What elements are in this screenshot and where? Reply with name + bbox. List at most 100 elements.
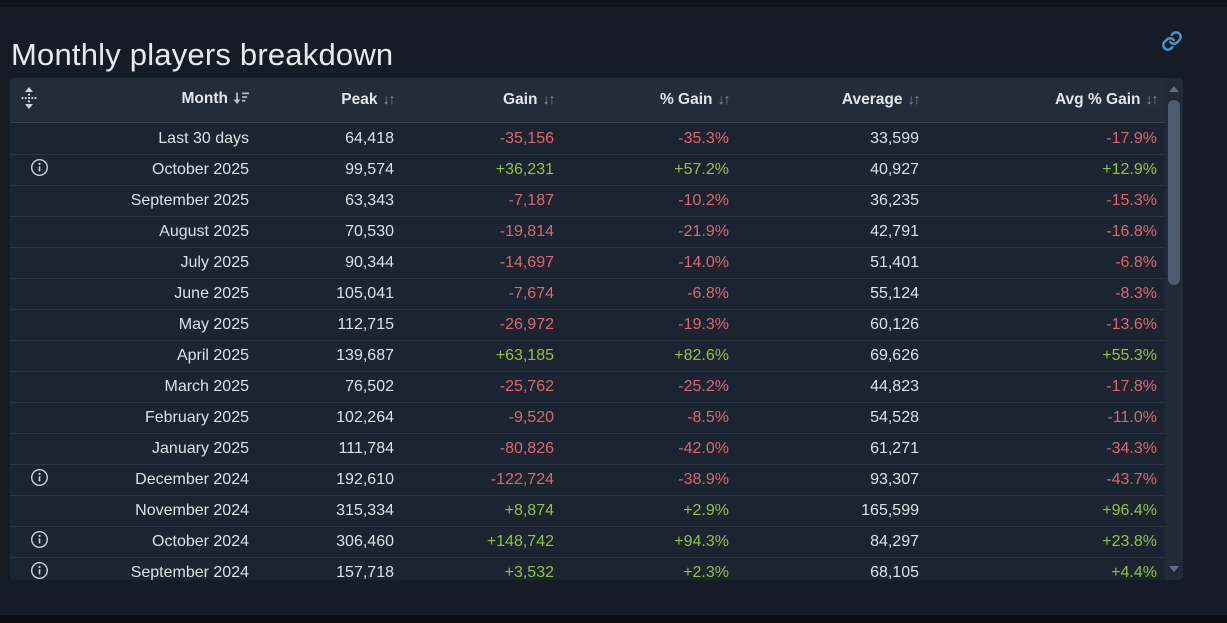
column-header-peak-label: Peak — [341, 91, 378, 108]
peak-cell: 111,784 — [338, 440, 394, 457]
month-cell: October 2025 — [152, 161, 249, 178]
avg-pct-gain-cell: -17.8% — [1106, 378, 1157, 395]
row-info-cell — [10, 127, 55, 151]
table-row: September 2025 63,343 -7,187 -10.2% 36,2… — [10, 185, 1183, 216]
table-row: February 2025 102,264 -9,520 -8.5% 54,52… — [10, 402, 1183, 433]
gain-cell: -7,674 — [508, 285, 554, 302]
scrollbar-up-button[interactable] — [1165, 80, 1183, 98]
table-scrollbar[interactable] — [1165, 78, 1183, 580]
gain-cell: -14,697 — [499, 254, 554, 271]
column-header-pct-gain[interactable]: % Gain ↓↑ — [560, 91, 735, 109]
gain-cell: -7,187 — [508, 192, 554, 209]
month-cell: July 2025 — [180, 254, 250, 271]
month-cell: January 2025 — [152, 440, 249, 457]
pct-gain-cell: -19.3% — [678, 316, 729, 333]
peak-cell: 76,502 — [345, 378, 394, 395]
row-info-cell — [10, 406, 55, 430]
column-header-month[interactable]: Month — [55, 90, 255, 110]
table-header-row: Month Peak ↓↑ Gain ↓↑ % Gain ↓↑ Average ↓↑ A… — [10, 78, 1183, 123]
row-info-cell — [10, 437, 55, 461]
pct-gain-cell: +2.3% — [683, 564, 729, 580]
column-header-gain[interactable]: Gain ↓↑ — [400, 91, 560, 109]
peak-cell: 63,343 — [345, 192, 394, 209]
info-icon[interactable] — [30, 530, 49, 549]
pct-gain-cell: -42.0% — [678, 440, 729, 457]
permalink-button[interactable] — [1159, 28, 1185, 54]
info-icon[interactable] — [30, 561, 49, 580]
avg-pct-gain-cell: -11.0% — [1107, 409, 1157, 426]
gain-cell: -35,156 — [499, 129, 554, 147]
column-header-average-label: Average — [841, 91, 903, 108]
drag-handle-icon — [20, 86, 38, 110]
column-header-peak[interactable]: Peak ↓↑ — [255, 91, 400, 109]
peak-cell: 102,264 — [336, 409, 394, 426]
month-cell: December 2024 — [135, 471, 249, 488]
page-title: Monthly players breakdown — [11, 36, 394, 72]
table-row: January 2025 111,784 -80,826 -42.0% 61,2… — [10, 433, 1183, 464]
avg-pct-gain-cell: +23.8% — [1102, 533, 1157, 550]
row-info-cell — [10, 251, 55, 275]
table-row: Last 30 days 64,418 -35,156 -35.3% 33,59… — [10, 123, 1183, 154]
month-cell: August 2025 — [159, 223, 249, 240]
gain-cell: +3,532 — [504, 564, 554, 580]
month-cell: Last 30 days — [158, 129, 249, 147]
average-cell: 33,599 — [870, 129, 919, 147]
info-icon[interactable] — [30, 468, 49, 487]
column-header-pct-gain-label: % Gain — [659, 91, 713, 108]
month-cell: March 2025 — [164, 378, 250, 395]
gain-cell: +63,185 — [495, 347, 554, 364]
gain-cell: +148,742 — [486, 533, 554, 550]
column-header-drag[interactable] — [10, 86, 55, 115]
avg-pct-gain-cell: -43.7% — [1106, 471, 1157, 488]
average-cell: 44,823 — [870, 378, 919, 395]
table-row: October 2025 99,574 +36,231 +57.2% 40,92… — [10, 154, 1183, 185]
row-info-cell — [10, 158, 55, 182]
pct-gain-cell: -25.2% — [678, 378, 729, 395]
row-info-cell — [10, 313, 55, 337]
average-cell: 68,105 — [870, 564, 919, 580]
avg-pct-gain-cell: -6.8% — [1115, 254, 1157, 271]
pct-gain-cell: +82.6% — [674, 347, 729, 364]
scrollbar-down-button[interactable] — [1165, 560, 1183, 578]
sort-both-icon: ↓↑ — [382, 92, 396, 108]
scrollbar-thumb[interactable] — [1168, 100, 1180, 285]
pct-gain-cell: -38.9% — [678, 471, 729, 488]
month-cell: June 2025 — [174, 285, 249, 302]
column-header-gain-label: Gain — [503, 91, 538, 108]
avg-pct-gain-cell: +55.3% — [1102, 347, 1157, 364]
avg-pct-gain-cell: -17.9% — [1106, 129, 1157, 147]
row-info-cell — [10, 189, 55, 213]
row-info-cell — [10, 499, 55, 523]
average-cell: 60,126 — [870, 316, 919, 333]
table-row: December 2024 192,610 -122,724 -38.9% 93… — [10, 464, 1183, 495]
peak-cell: 306,460 — [336, 533, 394, 550]
table-row: September 2024 157,718 +3,532 +2.3% 68,1… — [10, 557, 1183, 580]
column-header-avg-pct-gain[interactable]: Avg % Gain ↓↑ — [925, 91, 1183, 109]
peak-cell: 157,718 — [336, 564, 394, 580]
row-info-cell — [10, 375, 55, 399]
info-icon[interactable] — [30, 158, 49, 177]
sort-both-icon: ↓↑ — [1145, 92, 1159, 108]
avg-pct-gain-cell: -13.6% — [1106, 316, 1157, 333]
window-bottom-edge — [0, 615, 1227, 623]
peak-cell: 99,574 — [345, 161, 394, 178]
avg-pct-gain-cell: -8.3% — [1115, 285, 1157, 302]
row-info-cell — [10, 561, 55, 580]
average-cell: 36,235 — [870, 192, 919, 209]
pct-gain-cell: +94.3% — [674, 533, 729, 550]
sort-descending-icon — [233, 92, 249, 109]
average-cell: 69,626 — [870, 347, 919, 364]
average-cell: 84,297 — [870, 533, 919, 550]
average-cell: 61,271 — [870, 440, 919, 457]
table-row: October 2024 306,460 +148,742 +94.3% 84,… — [10, 526, 1183, 557]
row-info-cell — [10, 344, 55, 368]
row-info-cell — [10, 220, 55, 244]
pct-gain-cell: -14.0% — [678, 254, 729, 271]
pct-gain-cell: +2.9% — [683, 502, 729, 519]
column-header-average[interactable]: Average ↓↑ — [735, 91, 925, 109]
table-row: July 2025 90,344 -14,697 -14.0% 51,401 -… — [10, 247, 1183, 278]
average-cell: 51,401 — [870, 254, 919, 271]
pct-gain-cell: -10.2% — [678, 192, 729, 209]
avg-pct-gain-cell: +12.9% — [1102, 161, 1157, 178]
average-cell: 42,791 — [870, 223, 919, 240]
